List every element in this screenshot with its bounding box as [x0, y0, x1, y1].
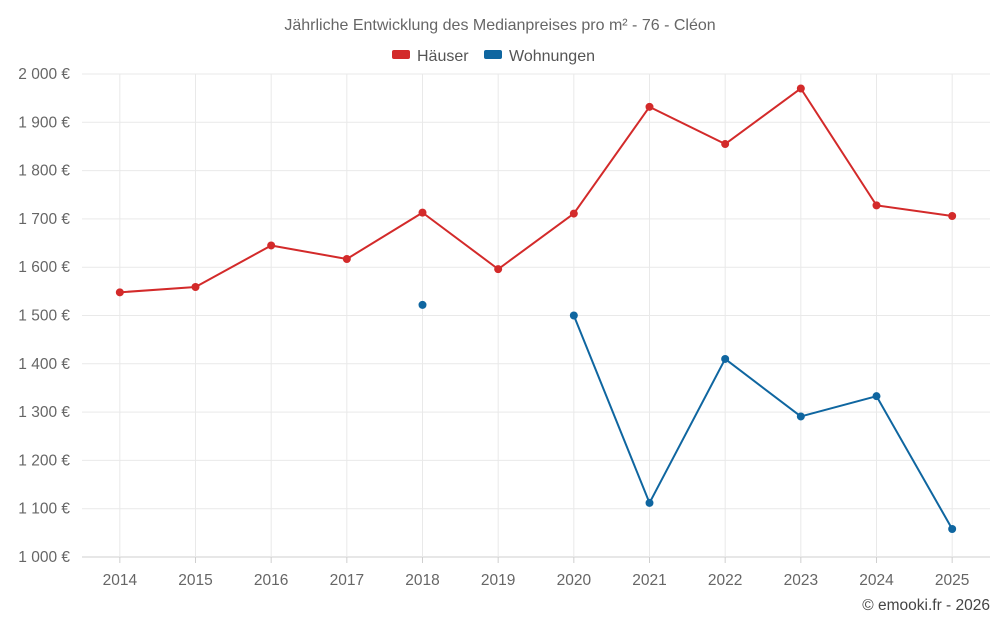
series-wohnungen: [418, 300, 957, 533]
x-tick-label: 2025: [935, 572, 969, 589]
y-tick-label: 1 700 €: [18, 211, 70, 228]
y-tick-label: 1 300 €: [18, 404, 70, 421]
data-point: [721, 140, 730, 149]
x-tick-label: 2024: [859, 572, 894, 589]
data-point: [796, 84, 805, 93]
y-tick-label: 1 000 €: [18, 549, 70, 566]
x-tick-label: 2015: [178, 572, 212, 589]
data-point: [191, 283, 200, 292]
x-tick-label: 2018: [405, 572, 439, 589]
y-tick-label: 1 400 €: [18, 356, 70, 373]
y-tick-label: 1 100 €: [18, 501, 70, 518]
data-point: [645, 498, 654, 507]
y-axis: 1 000 € 1 100 € 1 200 € 1 300 € 1 400 € 1 500…: [18, 66, 70, 566]
data-point: [115, 288, 124, 297]
series-line: [119, 87, 953, 294]
data-point: [267, 241, 276, 250]
y-tick-label: 1 600 €: [18, 259, 70, 276]
x-axis: 2014 2015 2016 2017 2018 2019 2020 2021 2022 2023…: [103, 557, 969, 589]
legend-label: Wohnungen: [509, 48, 595, 65]
data-point: [872, 201, 881, 210]
y-tick-label: 2 000 €: [18, 66, 70, 83]
data-point: [418, 300, 427, 309]
y-tick-label: 1 800 €: [18, 163, 70, 180]
legend-label: Häuser: [417, 48, 469, 65]
data-point: [796, 412, 805, 421]
credit-text: © emooki.fr - 2026: [862, 597, 990, 614]
x-tick-label: 2021: [632, 572, 666, 589]
legend: Häuser Wohnungen: [392, 48, 595, 65]
y-tick-label: 1 200 €: [18, 452, 70, 469]
grid: [82, 73, 990, 558]
x-tick-label: 2022: [708, 572, 742, 589]
x-tick-label: 2020: [557, 572, 592, 589]
legend-swatch: [392, 50, 410, 59]
legend-swatch: [484, 50, 502, 59]
data-point: [569, 311, 578, 320]
data-point: [948, 212, 957, 221]
data-point: [569, 209, 578, 218]
x-tick-label: 2016: [254, 572, 288, 589]
data-point: [342, 254, 351, 263]
series-line: [572, 315, 954, 530]
data-point: [418, 208, 427, 217]
data-point: [721, 354, 730, 363]
data-point: [872, 392, 881, 401]
chart-title: Jährliche Entwicklung des Medianpreises …: [284, 17, 715, 34]
data-point: [494, 265, 503, 274]
data-point: [645, 102, 654, 111]
y-tick-label: 1 500 €: [18, 308, 70, 325]
x-tick-label: 2014: [103, 572, 138, 589]
x-tick-label: 2019: [481, 572, 515, 589]
x-tick-label: 2023: [784, 572, 818, 589]
series-haeuser: [115, 84, 957, 297]
x-tick-label: 2017: [330, 572, 364, 589]
series-group: [115, 84, 957, 533]
y-tick-label: 1 900 €: [18, 114, 70, 131]
data-point: [948, 524, 957, 533]
